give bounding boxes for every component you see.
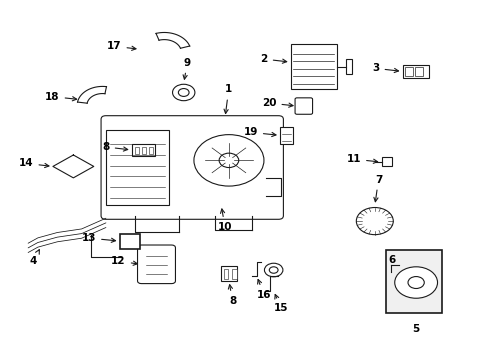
Circle shape (356, 207, 392, 235)
Text: 8: 8 (228, 285, 236, 306)
Bar (280, 127, 292, 144)
Circle shape (407, 276, 424, 288)
Bar (135, 147, 139, 154)
Text: 14: 14 (19, 158, 49, 168)
Bar (345, 59, 351, 74)
Bar (223, 269, 228, 279)
Bar (148, 147, 153, 154)
Circle shape (269, 267, 278, 273)
Bar (381, 157, 391, 166)
Text: 9: 9 (183, 58, 190, 79)
Text: 15: 15 (273, 294, 287, 314)
Text: 5: 5 (412, 324, 419, 334)
Circle shape (219, 153, 238, 167)
Text: 11: 11 (346, 154, 377, 164)
Text: 12: 12 (111, 256, 137, 266)
Bar (221, 266, 236, 281)
Text: 17: 17 (107, 41, 136, 51)
Bar (290, 44, 336, 89)
Text: 13: 13 (81, 233, 115, 243)
Bar (106, 130, 169, 205)
Bar (414, 67, 422, 76)
Circle shape (194, 135, 264, 186)
Text: 20: 20 (262, 98, 292, 108)
Bar (402, 64, 428, 78)
Text: 1: 1 (224, 85, 232, 113)
Text: 2: 2 (260, 54, 286, 64)
Text: 6: 6 (387, 255, 395, 265)
Bar (386, 250, 442, 313)
Text: 7: 7 (373, 175, 382, 202)
Text: 19: 19 (243, 127, 275, 138)
Circle shape (264, 263, 283, 277)
FancyBboxPatch shape (294, 98, 312, 114)
Bar (404, 67, 412, 76)
Circle shape (178, 89, 189, 96)
Bar (142, 147, 146, 154)
Bar (119, 234, 140, 249)
Text: 3: 3 (372, 63, 398, 73)
FancyBboxPatch shape (101, 116, 283, 219)
Circle shape (394, 267, 437, 298)
FancyBboxPatch shape (137, 245, 175, 284)
Text: 18: 18 (45, 92, 77, 102)
Bar (131, 144, 155, 156)
Text: 16: 16 (256, 279, 271, 300)
Bar (231, 269, 236, 279)
Text: 10: 10 (217, 209, 232, 232)
Text: 8: 8 (102, 142, 127, 152)
Text: 4: 4 (30, 249, 39, 266)
Circle shape (172, 84, 195, 101)
